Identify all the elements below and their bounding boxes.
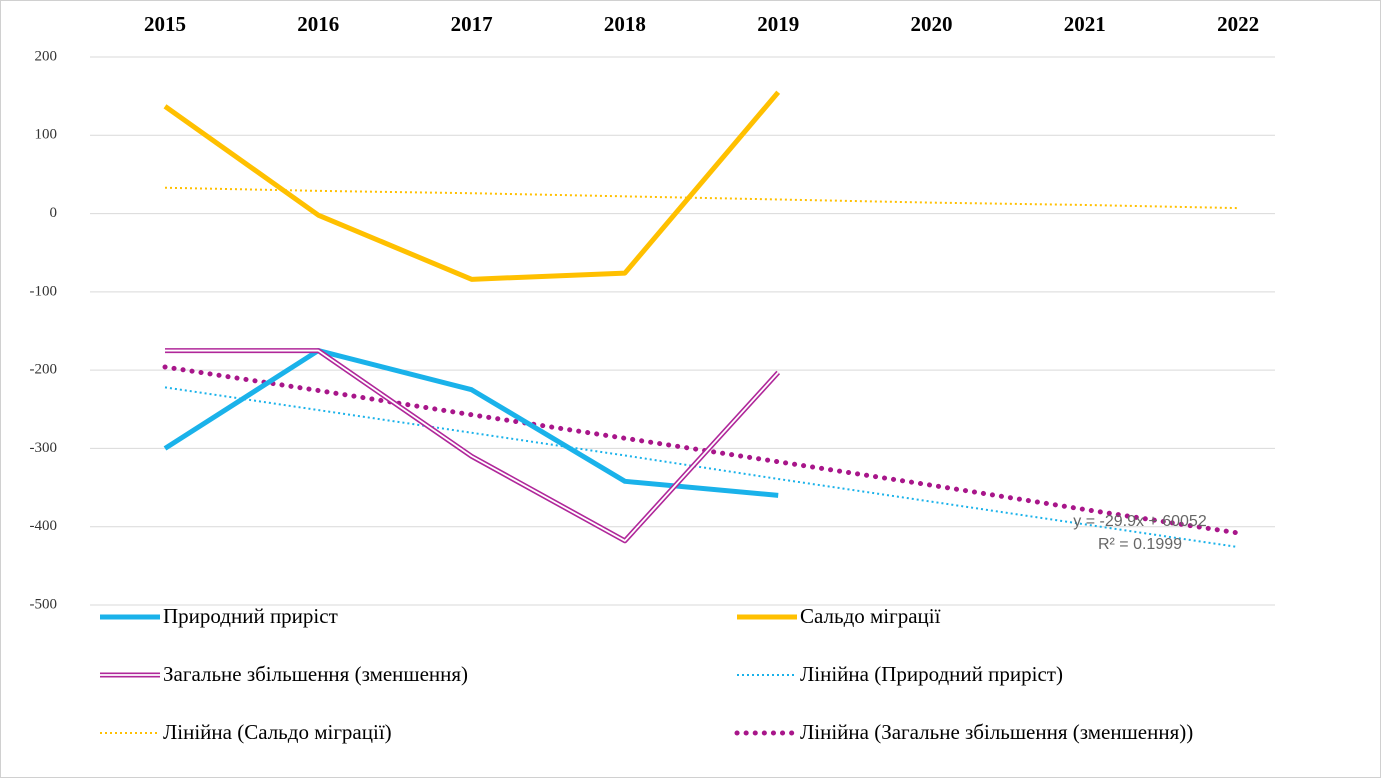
trend-r2: R² = 0.1999	[1098, 536, 1182, 553]
y-tick-label: -300	[30, 440, 58, 456]
series-line	[162, 364, 1241, 536]
y-tick-label: -100	[30, 283, 58, 299]
x-tick-label: 2015	[144, 12, 186, 36]
series-line	[164, 386, 1239, 549]
x-tick-label: 2022	[1217, 12, 1259, 36]
x-tick-label: 2020	[911, 12, 953, 36]
trend-equation: y = -29.9x + 60052	[1073, 513, 1207, 530]
legend-label: Загальне збільшення (зменшення)	[163, 662, 468, 686]
y-tick-label: -200	[30, 362, 58, 378]
x-tick-label: 2019	[757, 12, 799, 36]
x-tick-label: 2018	[604, 12, 646, 36]
y-tick-label: 0	[50, 205, 58, 221]
legend-label: Природний приріст	[163, 604, 338, 628]
series-line-inner	[165, 349, 779, 542]
y-tick-label: 100	[35, 127, 58, 143]
y-tick-label: -400	[30, 518, 58, 534]
legend-label: Сальдо міграції	[800, 604, 941, 628]
series-line	[164, 186, 1239, 210]
legend-label: Лінійна (Природний приріст)	[800, 662, 1063, 686]
legend-label: Лінійна (Загальне збільшення (зменшення)…	[800, 720, 1193, 744]
y-tick-label: -500	[30, 596, 58, 612]
x-tick-label: 2021	[1064, 12, 1106, 36]
legend-label: Лінійна (Сальдо міграції)	[163, 720, 392, 744]
y-tick-label: 200	[35, 48, 58, 64]
x-tick-label: 2017	[451, 12, 493, 36]
x-tick-label: 2016	[297, 12, 339, 36]
series-line	[163, 90, 781, 282]
